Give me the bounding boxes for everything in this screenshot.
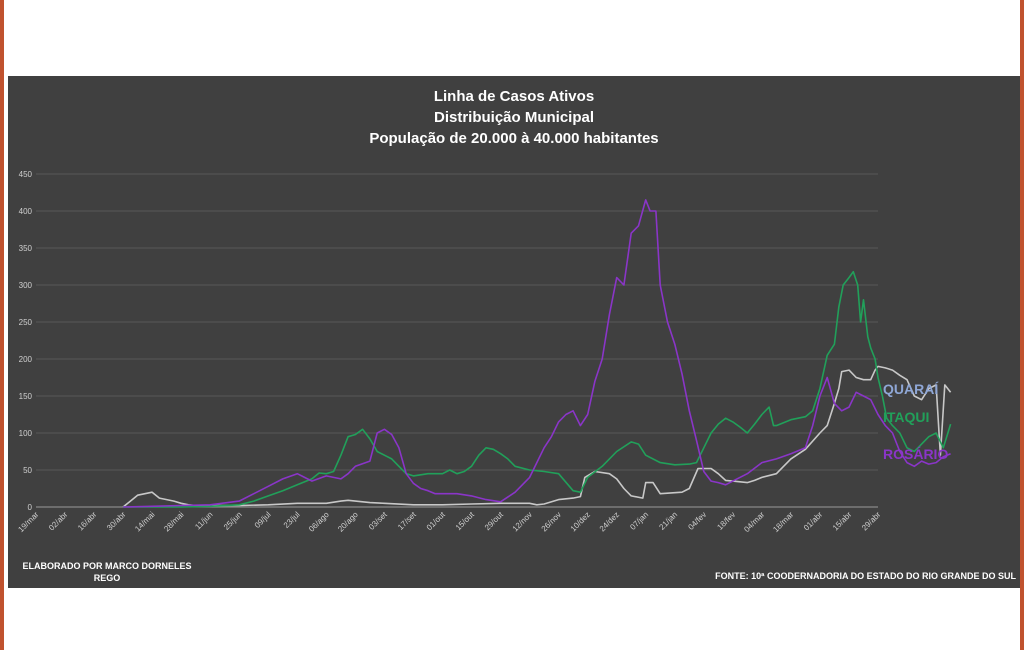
x-tick-label: 01/abr	[802, 510, 825, 533]
x-tick-label: 10/dez	[569, 510, 592, 533]
x-tick-label: 03/set	[367, 510, 389, 532]
x-tick-label: 21/jan	[657, 510, 679, 532]
legend-rosario: ROSÁRIO	[883, 446, 949, 462]
footnote-source: FONTE: 10ª COODERNADORIA DO ESTADO DO RI…	[715, 571, 1016, 581]
title-line-2: Distribuição Municipal	[433, 109, 595, 126]
chart-title: Linha de Casos Ativos Distribuição Munic…	[8, 86, 1020, 149]
x-tick-label: 11/jun	[193, 510, 214, 531]
left-border	[0, 0, 4, 650]
x-tick-label: 15/abr	[831, 510, 854, 533]
x-tick-label: 29/out	[483, 510, 506, 533]
footnote-author-line-1: ELABORADO POR MARCO DORNELES	[22, 561, 192, 571]
x-tick-label: 07/jan	[628, 510, 650, 532]
x-tick-label: 29/abr	[860, 510, 883, 533]
x-tick-label: 18/mar	[771, 510, 795, 534]
y-tick-label: 200	[19, 355, 33, 364]
x-tick-label: 09/jul	[253, 510, 273, 530]
y-tick-label: 300	[19, 281, 33, 290]
x-tick-label: 24/dez	[598, 510, 621, 533]
x-tick-label: 14/mai	[133, 510, 157, 534]
right-border	[1020, 0, 1024, 650]
y-tick-label: 50	[23, 466, 32, 475]
x-tick-label: 30/abr	[105, 510, 128, 533]
legend-itaqui: ITAQUI	[883, 409, 930, 425]
y-tick-label: 450	[19, 170, 33, 179]
x-tick-label: 15/out	[454, 510, 477, 533]
x-tick-label: 16/abr	[76, 510, 99, 533]
title-line-3: População de 20.000 à 40.000 habitantes	[369, 130, 659, 147]
x-tick-label: 02/abr	[47, 510, 70, 533]
series-line-quaraí	[122, 365, 952, 508]
x-tick-label: 26/nov	[540, 510, 563, 533]
y-tick-label: 250	[19, 318, 33, 327]
series-line-rosário	[123, 199, 951, 508]
x-tick-label: 04/fev	[686, 510, 708, 532]
x-tick-label: 12/nov	[511, 510, 534, 533]
y-tick-label: 150	[19, 392, 33, 401]
x-tick-label: 17/set	[396, 510, 418, 532]
footnote-author: ELABORADO POR MARCO DORNELES REGO	[14, 560, 200, 584]
y-tick-label: 100	[19, 429, 33, 438]
x-tick-label: 04/mar	[742, 510, 766, 534]
x-tick-label: 18/fev	[715, 510, 737, 532]
x-tick-label: 01/out	[425, 510, 448, 533]
line-chart: 0 50 100 150 200 250 300 350 400 450 19/mar 02/abr 1…	[16, 170, 952, 534]
chart-panel: 0 50 100 150 200 250 300 350 400 450 19/mar 02/abr 1…	[8, 76, 1020, 588]
y-tick-label: 350	[19, 244, 33, 253]
x-tick-label: 06/ago	[307, 510, 331, 534]
y-tick-label: 400	[19, 207, 33, 216]
y-tick-label: 0	[28, 503, 33, 512]
x-tick-label: 28/mai	[162, 510, 186, 534]
title-line-1: Linha de Casos Ativos	[433, 88, 595, 105]
series-line-itaqui	[123, 270, 952, 508]
x-tick-label: 23/jul	[282, 510, 302, 530]
legend-quarai: QUARAÍ	[883, 381, 939, 397]
x-tick-label: 19/mar	[16, 510, 40, 534]
x-tick-label: 25/jun	[222, 510, 244, 532]
footnote-author-line-2: REGO	[93, 573, 121, 583]
x-tick-label: 20/ago	[336, 510, 360, 534]
